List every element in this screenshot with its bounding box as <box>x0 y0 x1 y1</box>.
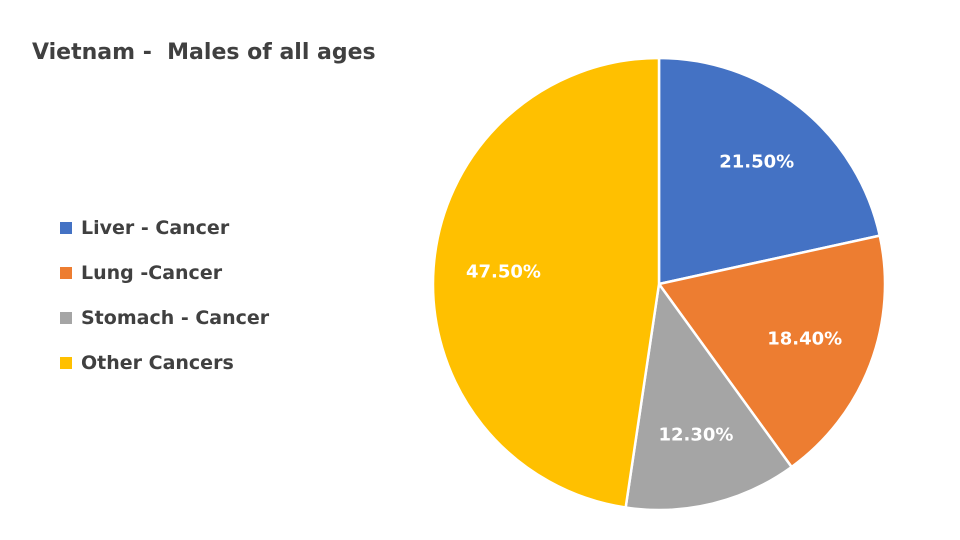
legend-label-lung: Lung -Cancer <box>81 261 223 284</box>
data-label-other: 47.50% <box>466 261 541 282</box>
pie-slices <box>431 56 887 512</box>
legend-swatch-other <box>60 356 72 369</box>
legend-swatch-liver <box>60 221 72 234</box>
pie-slice-other <box>431 56 661 509</box>
pie-slice-liver <box>657 56 882 286</box>
legend-item-stomach: Stomach - Cancer <box>60 295 269 340</box>
legend-label-liver: Liver - Cancer <box>81 216 230 239</box>
legend-swatch-stomach <box>60 311 72 324</box>
legend-item-lung: Lung -Cancer <box>60 250 269 295</box>
legend-label-other: Other Cancers <box>81 351 234 374</box>
data-label-stomach: 12.30% <box>658 424 733 445</box>
legend-swatch-lung <box>60 266 72 279</box>
pie-labels: 21.50% 18.40% 12.30% 47.50% <box>466 151 842 445</box>
pie-slice-lung <box>657 234 887 469</box>
legend-item-liver: Liver - Cancer <box>60 205 269 250</box>
data-label-liver: 21.50% <box>719 151 794 172</box>
data-label-lung: 18.40% <box>767 329 842 350</box>
pie-slice-stomach <box>624 282 793 512</box>
legend-label-stomach: Stomach - Cancer <box>81 306 270 329</box>
chart-title: Vietnam - Males of all ages <box>32 40 376 65</box>
legend-item-other: Other Cancers <box>60 340 269 385</box>
legend: Liver - Cancer Lung -Cancer Stomach - Ca… <box>60 205 269 385</box>
